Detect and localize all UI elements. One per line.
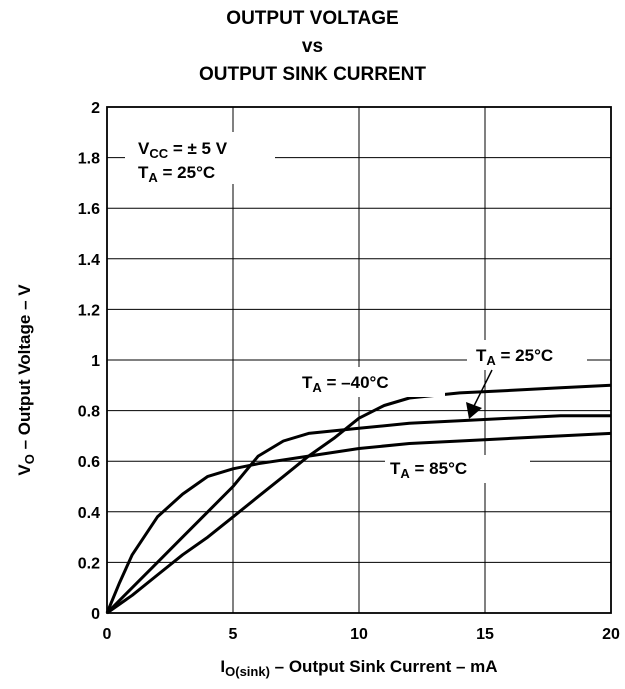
y-tick-label: 0.4 xyxy=(78,505,100,522)
y-tick-label: 0.8 xyxy=(78,404,100,421)
series-line-25c xyxy=(105,414,611,615)
series-label-25: TA = 25°C xyxy=(476,346,553,368)
y-axis-label: VO – Output Voltage – V xyxy=(15,284,37,476)
y-tick-label: 0 xyxy=(91,606,100,623)
y-tick-label: 2 xyxy=(91,100,100,117)
curves xyxy=(105,383,612,615)
x-tick-label: 20 xyxy=(602,626,620,643)
y-tick-label: 0.6 xyxy=(78,454,100,471)
plot-frame xyxy=(106,106,612,614)
y-tick-label: 1.8 xyxy=(78,151,100,168)
y-tick-label: 0.2 xyxy=(78,555,100,572)
x-tick-label: 0 xyxy=(103,626,112,643)
series-label-85: TA = 85°C xyxy=(390,459,467,481)
condition-ta: TA = 25°C xyxy=(138,163,215,185)
x-tick-label: 15 xyxy=(476,626,494,643)
x-tick-labels: 0 5 10 15 20 xyxy=(103,626,620,643)
y-tick-label: 1.2 xyxy=(78,302,100,319)
y-tick-label: 1.4 xyxy=(78,252,100,269)
series-label-minus40: TA = –40°C xyxy=(302,373,389,395)
x-axis-label: IO(sink) – Output Sink Current – mA xyxy=(220,657,497,679)
chart-title-line-1: OUTPUT VOLTAGE xyxy=(226,8,399,29)
chart-title-line-3: OUTPUT SINK CURRENT xyxy=(199,64,426,85)
series-25-arrowhead xyxy=(466,402,482,419)
y-tick-label: 1 xyxy=(91,353,100,370)
series-line-85c xyxy=(105,431,612,614)
y-tick-labels: 0 0.2 0.4 0.6 0.8 1 1.2 1.4 1.6 1.8 2 xyxy=(78,100,100,623)
y-tick-label: 1.6 xyxy=(78,201,100,218)
x-tick-label: 10 xyxy=(350,626,368,643)
x-tick-label: 5 xyxy=(229,626,238,643)
series-25-leader-line xyxy=(473,369,493,407)
condition-vcc: VCC = ± 5 V xyxy=(138,139,228,161)
chart-title-line-2: vs xyxy=(301,36,324,57)
